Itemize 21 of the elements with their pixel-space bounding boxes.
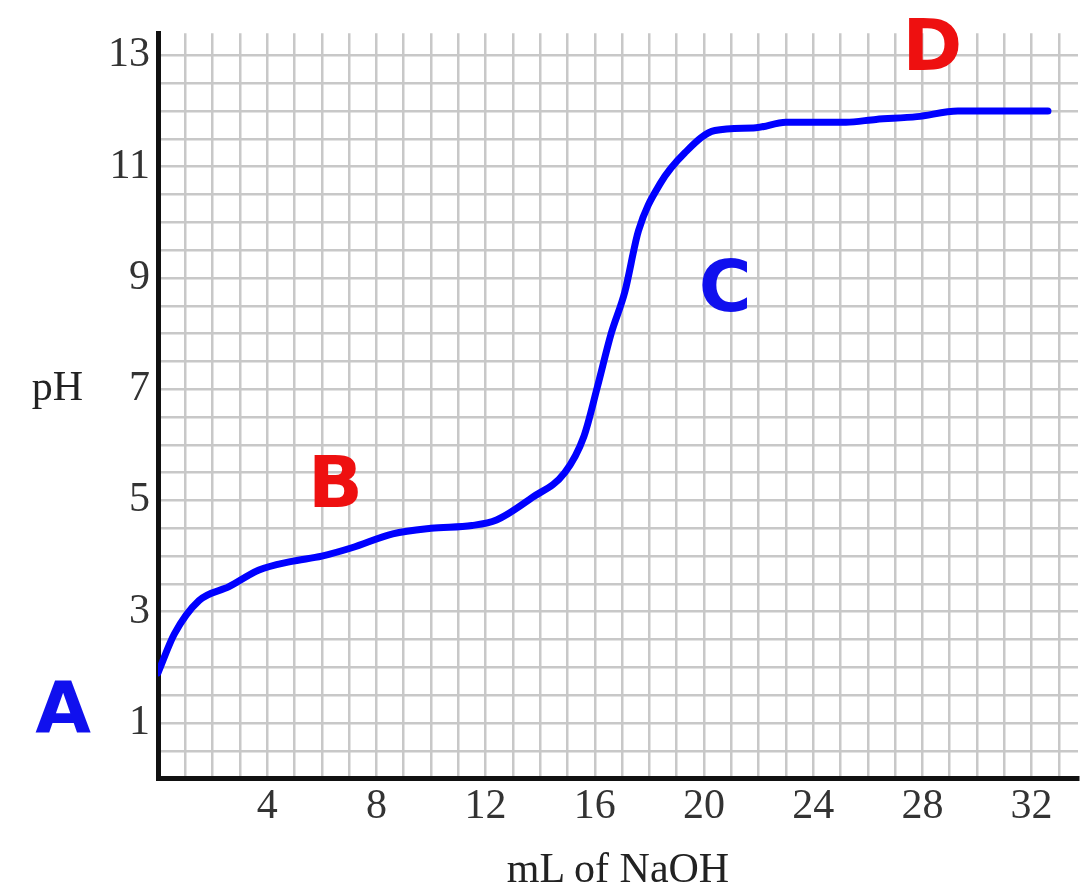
y-tick-label: 7: [129, 363, 150, 410]
x-tick-label: 12: [464, 780, 507, 827]
annotation: D: [902, 3, 963, 88]
x-tick-label: 8: [365, 780, 387, 827]
x-tick-label: 16: [573, 780, 616, 827]
y-tick-label: 3: [129, 585, 150, 632]
y-tick-label: 1: [129, 697, 150, 743]
y-tick-label: 11: [109, 140, 150, 187]
x-axis-title: mL of NaOH: [506, 844, 730, 891]
x-tick-label: 32: [1010, 780, 1053, 827]
y-tick-label: 9: [129, 251, 150, 298]
x-tick-label: 20: [682, 780, 725, 827]
annotation: C: [698, 243, 752, 328]
y-tick-label: 5: [129, 474, 150, 521]
y-tick-label: 13: [108, 29, 150, 76]
annotation: B: [308, 440, 363, 525]
x-tick-label: 28: [901, 780, 944, 827]
x-tick-label: 4: [256, 780, 278, 827]
x-tick-label: 24: [792, 780, 835, 827]
annotation: A: [35, 664, 92, 749]
y-axis-title: pH: [31, 363, 83, 410]
